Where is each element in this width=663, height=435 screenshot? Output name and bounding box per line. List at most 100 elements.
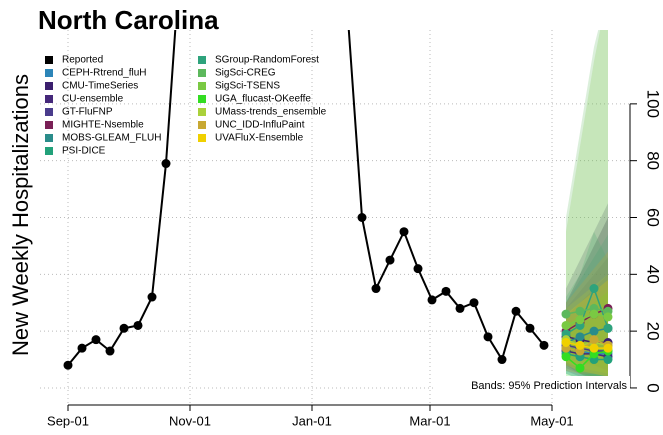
data-point	[427, 295, 437, 305]
data-point	[589, 284, 599, 294]
data-point	[603, 323, 613, 333]
data-point	[539, 340, 549, 350]
legend-label: SigSci-CREG	[215, 68, 276, 79]
series-line	[565, 286, 609, 335]
data-point	[357, 213, 367, 222]
series-line	[565, 350, 609, 370]
x-tick-label: Jan-01	[292, 413, 332, 428]
legend-swatch	[198, 134, 206, 142]
legend-swatch	[45, 82, 53, 90]
data-point	[119, 323, 129, 333]
y-tick-label: 80	[644, 151, 663, 170]
series-line	[565, 327, 609, 344]
y-axis-label: New Weekly Hospitalizations	[8, 74, 33, 356]
data-point	[511, 306, 521, 316]
legend-label: UGA_flucast-OKeeffe	[215, 94, 311, 105]
data-point	[561, 320, 571, 330]
legend-label: GT-FluFNP	[62, 107, 113, 118]
chart-title: North Carolina	[38, 5, 219, 35]
legend-swatch	[45, 69, 53, 77]
legend-label: CMU-TimeSeries	[62, 81, 138, 92]
data-point	[589, 335, 599, 345]
grid	[40, 30, 630, 405]
data-point	[147, 292, 157, 302]
legend-swatch	[198, 56, 206, 64]
legend-swatch	[45, 121, 53, 129]
series-line	[565, 313, 609, 327]
lines	[63, 14, 613, 373]
legend-label: CEPH-Rtrend_fluH	[62, 68, 146, 79]
legend-label: SGroup-RandomForest	[215, 55, 319, 66]
legend-swatch	[198, 82, 206, 90]
data-point	[133, 320, 143, 330]
prediction-band	[566, 231, 608, 369]
legend-label: UVAFluX-Ensemble	[215, 133, 304, 144]
y-tick-label: 0	[644, 383, 663, 392]
data-point	[105, 346, 115, 356]
x-tick-label: Sep-01	[47, 413, 89, 428]
data-point	[575, 363, 585, 373]
legend-label: MIGHTE-Nsemble	[62, 120, 144, 131]
data-point	[575, 340, 585, 350]
legend-swatch	[45, 147, 53, 155]
legend-swatch	[198, 69, 206, 77]
data-point	[525, 323, 535, 333]
y-tick-label: 20	[644, 322, 663, 341]
data-point	[497, 355, 507, 365]
legend-label: MOBS-GLEAM_FLUH	[62, 133, 161, 144]
series-line	[565, 344, 608, 352]
data-point	[603, 343, 613, 353]
axes: 0 20 40 60 80 100 Sep-01 Nov-01 Jan-01 Mar-01 May-…	[47, 90, 662, 429]
legend-label: UMass-trends_ensemble	[215, 107, 327, 118]
data-point	[561, 309, 571, 319]
series-line	[565, 353, 608, 361]
series-line	[565, 307, 609, 332]
legend-swatch	[198, 95, 206, 103]
y-tick-label: 100	[644, 90, 663, 118]
legend: Reported CEPH-Rtrend_fluH CMU-TimeSeries CU…	[45, 55, 327, 157]
annotation-bg	[436, 376, 630, 394]
y-tick-label: 40	[644, 265, 663, 284]
series-line	[67, 30, 545, 366]
data-point	[91, 335, 101, 345]
data-point	[589, 343, 599, 353]
data-point	[161, 159, 171, 169]
y-tick-label: 60	[644, 208, 663, 227]
data-point	[603, 312, 613, 322]
data-point	[413, 264, 423, 274]
series-line	[565, 338, 609, 352]
data-point	[561, 352, 571, 362]
legend-swatch	[198, 121, 206, 129]
legend-swatch	[45, 56, 53, 64]
data-point	[589, 309, 599, 319]
data-point	[344, 14, 353, 23]
data-point	[483, 332, 493, 342]
data-point	[589, 326, 599, 336]
data-point	[575, 306, 585, 316]
data-point	[371, 284, 381, 294]
legend-label: SigSci-TSENS	[215, 81, 280, 92]
x-tick-label: May-01	[530, 413, 573, 428]
series-line	[565, 341, 608, 349]
legend-label: Reported	[62, 55, 103, 66]
annotation: Bands: 95% Prediction Intervals	[471, 380, 627, 392]
legend-swatch	[45, 95, 53, 103]
legend-label: UNC_IDD-InfluPaint	[215, 120, 305, 131]
data-point	[469, 298, 479, 308]
data-point	[575, 332, 585, 342]
data-point	[441, 286, 451, 296]
x-tick-label: Nov-01	[169, 413, 211, 428]
data-point	[77, 343, 87, 353]
series-line	[565, 338, 609, 347]
legend-label: PSI-DICE	[62, 146, 106, 157]
data-point	[561, 338, 571, 347]
series-line	[565, 307, 609, 315]
data-point	[455, 303, 465, 313]
data-point	[399, 227, 409, 237]
legend-label: CU-ensemble	[62, 94, 124, 105]
data-point	[385, 255, 395, 265]
legend-swatch	[45, 134, 53, 142]
data-point	[63, 360, 73, 370]
